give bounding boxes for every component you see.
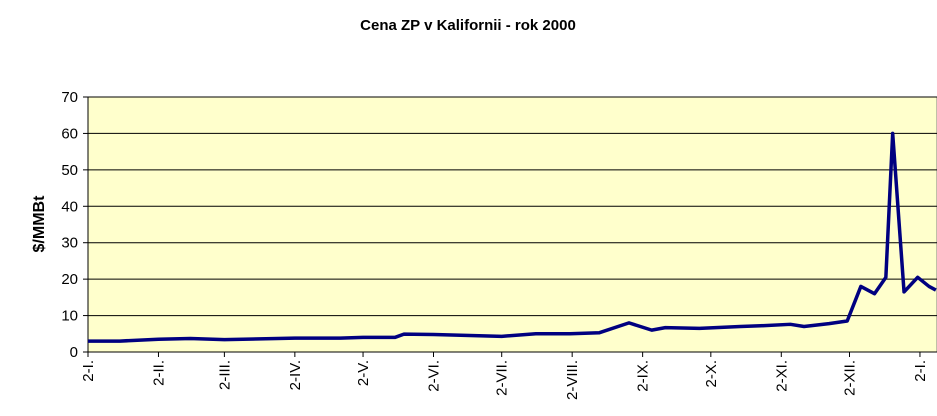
y-tick-label: 70 — [61, 89, 78, 106]
x-tick-label: 2-IX. — [635, 360, 652, 392]
y-tick-label: 10 — [61, 308, 78, 325]
y-tick-label: 20 — [61, 271, 78, 288]
data-line — [88, 131, 937, 343]
x-tick-label: 2-VI. — [426, 360, 443, 392]
x-tick-label: 2-II. — [150, 360, 167, 386]
x-tick-label: 2-VII. — [494, 360, 511, 396]
x-tick-label: 2-III. — [216, 360, 233, 390]
x-tick-label: 2-XII. — [841, 360, 858, 396]
x-tick-label: 2-VIII. — [564, 360, 581, 400]
x-tick-label: 2-I. — [912, 360, 929, 382]
x-tick-label: 2-I. — [80, 360, 97, 382]
plot-area — [87, 96, 937, 353]
y-tick-label: 50 — [61, 162, 78, 179]
chart-title: Cena ZP v Kalifornii - rok 2000 — [360, 17, 576, 34]
x-tick-label: 2-V. — [355, 360, 372, 386]
y-tick-label: 30 — [61, 235, 78, 252]
x-tick-label: 2-IV. — [287, 360, 304, 390]
y-axis-label: $/MMBt — [31, 195, 48, 253]
y-tick-label: 40 — [61, 198, 78, 215]
y-tick-label: 0 — [70, 344, 78, 361]
y-tick-label: 60 — [61, 125, 78, 142]
x-tick-label: 2-XI. — [773, 360, 790, 392]
x-tick-label: 2-X. — [703, 360, 720, 388]
